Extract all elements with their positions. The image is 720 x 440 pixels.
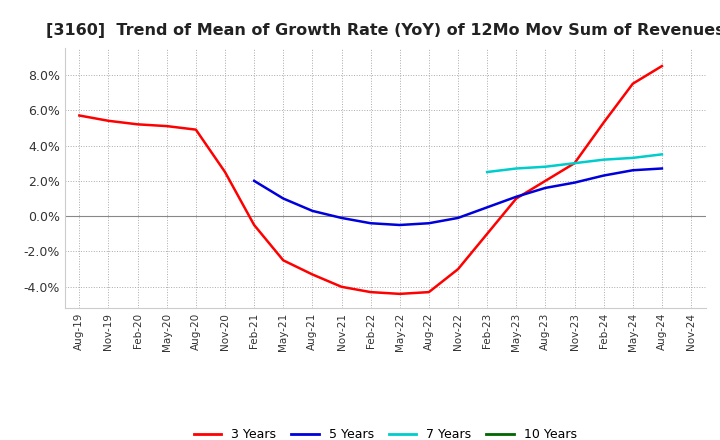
Title: [3160]  Trend of Mean of Growth Rate (YoY) of 12Mo Mov Sum of Revenues: [3160] Trend of Mean of Growth Rate (YoY… <box>46 22 720 37</box>
Legend: 3 Years, 5 Years, 7 Years, 10 Years: 3 Years, 5 Years, 7 Years, 10 Years <box>189 423 582 440</box>
